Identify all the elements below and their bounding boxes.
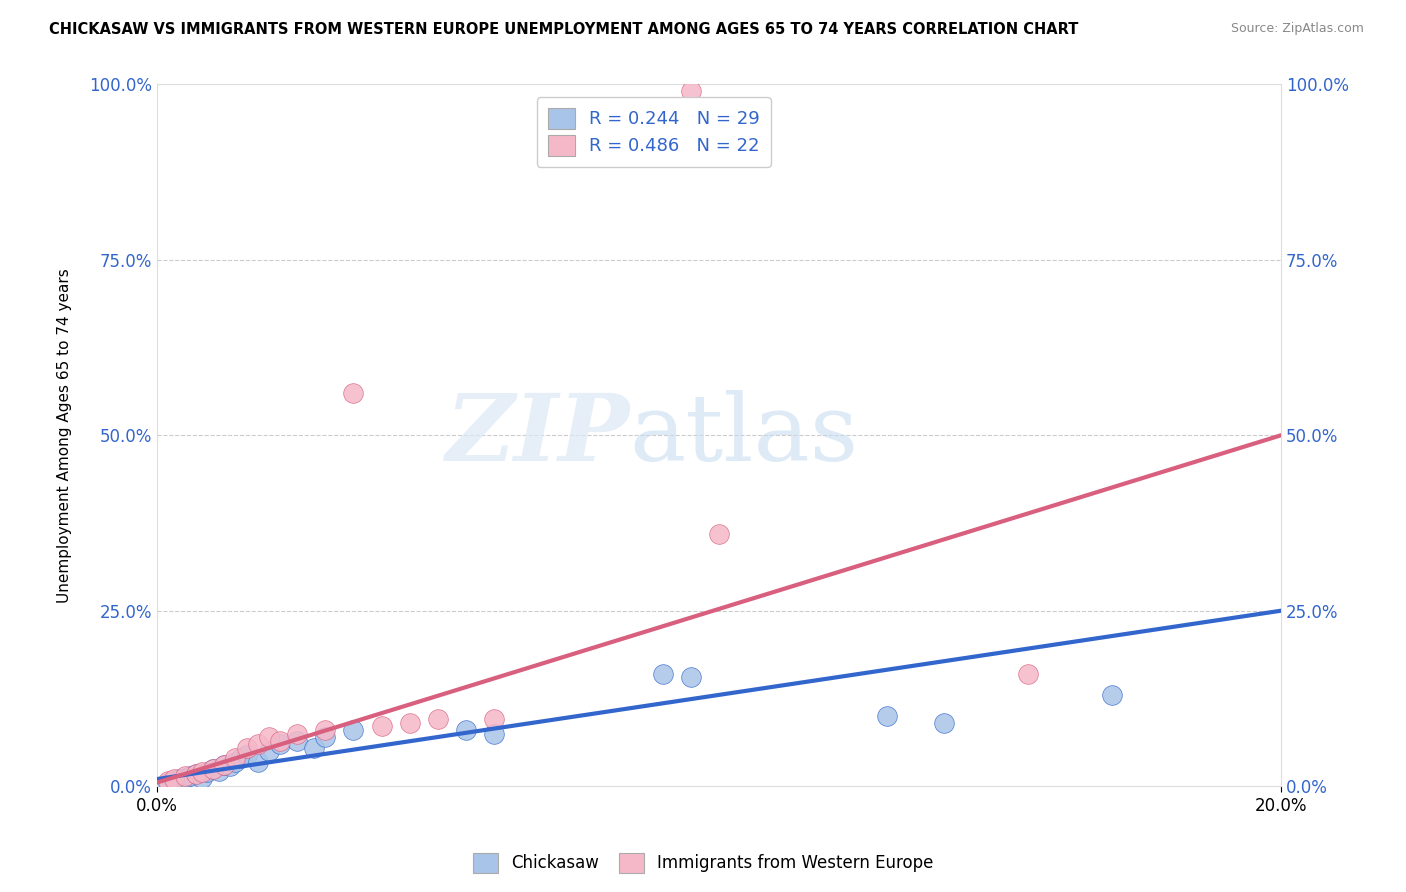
Point: [426, 713, 449, 727]
Point: [246, 755, 269, 769]
Point: [207, 764, 229, 778]
Legend: Chickasaw, Immigrants from Western Europe: Chickasaw, Immigrants from Western Europ…: [465, 847, 941, 880]
Point: [269, 733, 291, 747]
Point: [302, 740, 325, 755]
Point: [246, 737, 269, 751]
Point: [314, 730, 336, 744]
Point: [651, 666, 673, 681]
Point: [482, 713, 505, 727]
Point: [212, 758, 235, 772]
Point: [1101, 688, 1123, 702]
Text: Source: ZipAtlas.com: Source: ZipAtlas.com: [1230, 22, 1364, 36]
Point: [1017, 666, 1039, 681]
Point: [162, 772, 184, 786]
Point: [932, 716, 955, 731]
Point: [201, 762, 224, 776]
Point: [454, 723, 477, 737]
Point: [156, 775, 179, 789]
Point: [235, 740, 257, 755]
Point: [707, 526, 730, 541]
Point: [179, 769, 201, 783]
Point: [173, 769, 195, 783]
Point: [224, 755, 246, 769]
Text: atlas: atlas: [628, 391, 858, 480]
Point: [184, 766, 207, 780]
Point: [679, 85, 702, 99]
Point: [679, 670, 702, 684]
Point: [370, 719, 392, 733]
Point: [212, 758, 235, 772]
Text: CHICKASAW VS IMMIGRANTS FROM WESTERN EUROPE UNEMPLOYMENT AMONG AGES 65 TO 74 YEA: CHICKASAW VS IMMIGRANTS FROM WESTERN EUR…: [49, 22, 1078, 37]
Point: [269, 737, 291, 751]
Point: [342, 386, 364, 401]
Point: [190, 771, 212, 785]
Point: [162, 773, 184, 788]
Text: ZIP: ZIP: [444, 391, 628, 480]
Point: [201, 762, 224, 776]
Point: [224, 751, 246, 765]
Point: [285, 733, 308, 747]
Point: [235, 747, 257, 762]
Point: [257, 730, 280, 744]
Point: [173, 771, 195, 785]
Point: [285, 726, 308, 740]
Legend: R = 0.244   N = 29, R = 0.486   N = 22: R = 0.244 N = 29, R = 0.486 N = 22: [537, 97, 770, 167]
Point: [342, 723, 364, 737]
Point: [218, 759, 240, 773]
Point: [314, 723, 336, 737]
Point: [229, 751, 252, 765]
Point: [257, 744, 280, 758]
Point: [156, 773, 179, 788]
Point: [167, 772, 190, 786]
Point: [482, 726, 505, 740]
Point: [876, 709, 898, 723]
Y-axis label: Unemployment Among Ages 65 to 74 years: Unemployment Among Ages 65 to 74 years: [58, 268, 72, 603]
Point: [195, 765, 218, 780]
Point: [184, 766, 207, 780]
Point: [398, 716, 420, 731]
Point: [190, 765, 212, 780]
